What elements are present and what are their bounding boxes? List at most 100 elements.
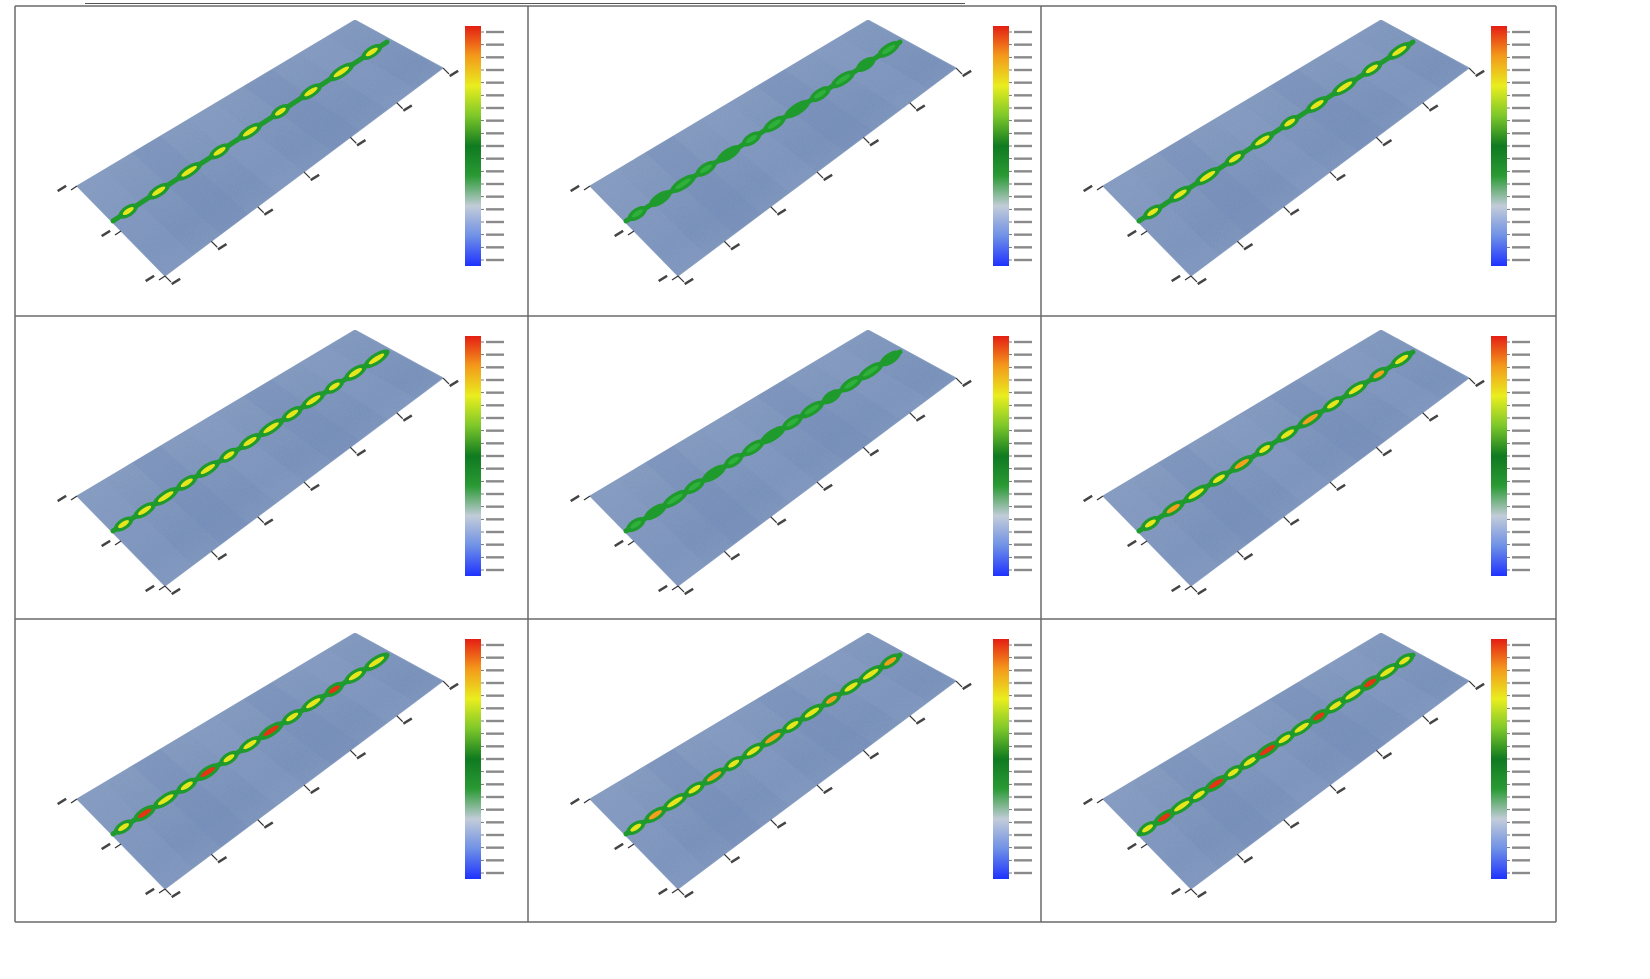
colorbar-tick-label-blur	[486, 846, 504, 849]
colorbar-tick-label-blur	[1014, 157, 1032, 160]
surface-band	[132, 136, 249, 235]
surface-band	[188, 103, 304, 193]
track-bead-core	[1345, 688, 1361, 700]
surface-panel-r2c3	[1083, 329, 1530, 596]
y-axis-tick-mark	[1127, 229, 1137, 238]
colorbar-tick-label-blur	[1512, 871, 1530, 875]
x-axis-tick	[816, 481, 824, 489]
y-axis-tick	[1096, 798, 1104, 804]
y-axis-tick-mark	[657, 274, 668, 283]
colorbar-tick-label-blur	[1512, 195, 1530, 198]
colorbar-tick-label-blur	[1014, 808, 1032, 811]
surface-band	[1325, 346, 1442, 420]
track-bead-core	[826, 695, 837, 704]
colorbar-tick-label-blur	[1512, 132, 1530, 135]
track-bead-core	[1310, 99, 1324, 110]
y-axis-tick-mark	[613, 842, 624, 851]
colorbar-tick-label-blur	[486, 429, 504, 432]
axis-ticks	[57, 67, 459, 286]
x-axis-tick	[862, 749, 870, 757]
colorbar-tick-label-blur	[486, 719, 504, 723]
x-axis-tick	[1283, 819, 1291, 827]
y-axis-tick	[583, 495, 591, 501]
colorbar-tick-label-blur	[1512, 643, 1530, 647]
track-bead-core	[243, 739, 257, 750]
track-bead-core	[306, 395, 321, 406]
colorbar-tick-label-blur	[486, 821, 504, 824]
x-axis-tick	[1190, 585, 1198, 593]
x-axis-tick-mark	[402, 717, 413, 725]
x-axis-tick	[257, 516, 265, 524]
x-axis-tick	[396, 715, 404, 723]
track-bead-core	[835, 74, 851, 85]
track-bead-core	[333, 66, 350, 78]
x-axis-tick	[1422, 102, 1430, 110]
colorbar-tick-label-blur	[486, 30, 504, 34]
colorbar-tick-label-blur	[486, 643, 504, 647]
x-axis-tick-mark	[1197, 587, 1207, 596]
track-bead-core	[118, 520, 129, 529]
x-axis-tick-mark	[356, 139, 367, 147]
colorbar-tick-label-blur	[1512, 378, 1530, 382]
colorbar-tick-label-blur	[1014, 757, 1032, 761]
track-bead-core	[804, 404, 820, 415]
y-axis-tick-mark	[1171, 887, 1181, 896]
colorbar-tick-label-blur	[1512, 119, 1530, 122]
surface-band	[1269, 379, 1386, 462]
track-bead-core	[1327, 399, 1340, 409]
colorbar-ticks	[1009, 340, 1032, 572]
colorbar-tick-label-blur	[486, 467, 504, 470]
track-bead-core	[826, 392, 837, 401]
colorbar-tick-label-blur	[1014, 258, 1032, 262]
colorbar	[993, 336, 1009, 576]
track-bead-core	[706, 771, 722, 782]
weld-track	[110, 39, 390, 224]
colorbar-tick-label-blur	[1512, 518, 1530, 521]
x-axis-tick	[1329, 784, 1337, 792]
x-axis-tick	[816, 171, 824, 179]
track-bead-core	[862, 668, 879, 680]
x-axis-tick-mark	[1289, 208, 1300, 216]
x-axis-tick-mark	[1197, 277, 1207, 286]
track-bead-core	[1399, 656, 1410, 665]
colorbar-tick-label-blur	[486, 340, 504, 344]
track-bead-core	[223, 451, 235, 460]
surface-band	[1214, 413, 1330, 503]
track-bead-core	[263, 725, 279, 737]
surface-band	[243, 379, 360, 462]
colorbar-tick-label-blur	[1512, 745, 1530, 748]
colorbar-tick-label-blur	[1512, 56, 1530, 59]
track-bead-core	[804, 707, 820, 718]
colorbar-tick-label-blur	[1512, 656, 1530, 659]
panel-grid-lines	[14, 5, 1557, 923]
colorbar-tick-label-blur	[1512, 492, 1530, 496]
surface-band	[132, 446, 249, 545]
x-axis-tick-mark	[217, 856, 228, 864]
track-bead-core	[1280, 429, 1294, 439]
colorbar-tick-label-blur	[1512, 454, 1530, 458]
x-axis-tick-mark	[1382, 752, 1393, 760]
colorbar-ticks	[1009, 643, 1032, 875]
colorbar-tick-label-blur	[1014, 353, 1032, 356]
colorbar-tick-label-blur	[1512, 467, 1530, 470]
colorbar-tick-label-blur	[1512, 404, 1530, 407]
track-bead-core	[263, 422, 279, 434]
colorbar-tick-label-blur	[1512, 694, 1530, 697]
x-axis-tick	[1329, 171, 1337, 179]
colorbar-tick-label-blur	[1512, 30, 1530, 34]
colorbar-tick-label-blur	[1014, 208, 1032, 211]
y-axis-tick-mark	[1083, 494, 1093, 503]
x-axis-tick	[1190, 888, 1198, 896]
x-axis-tick	[723, 853, 731, 861]
track-bead-core	[242, 126, 258, 137]
track-bead-core	[648, 507, 662, 517]
x-axis-tick-mark	[402, 414, 413, 422]
x-axis-tick	[396, 102, 404, 110]
colorbar-tick-label-blur	[1512, 707, 1530, 710]
colorbar-tick-label-blur	[486, 416, 504, 420]
colorbar-tick-label-blur	[486, 732, 504, 735]
track-bead-core	[746, 746, 760, 756]
x-axis-tick	[442, 67, 450, 75]
x-axis-tick-mark	[823, 786, 833, 795]
x-axis-tick-mark	[1243, 553, 1254, 561]
